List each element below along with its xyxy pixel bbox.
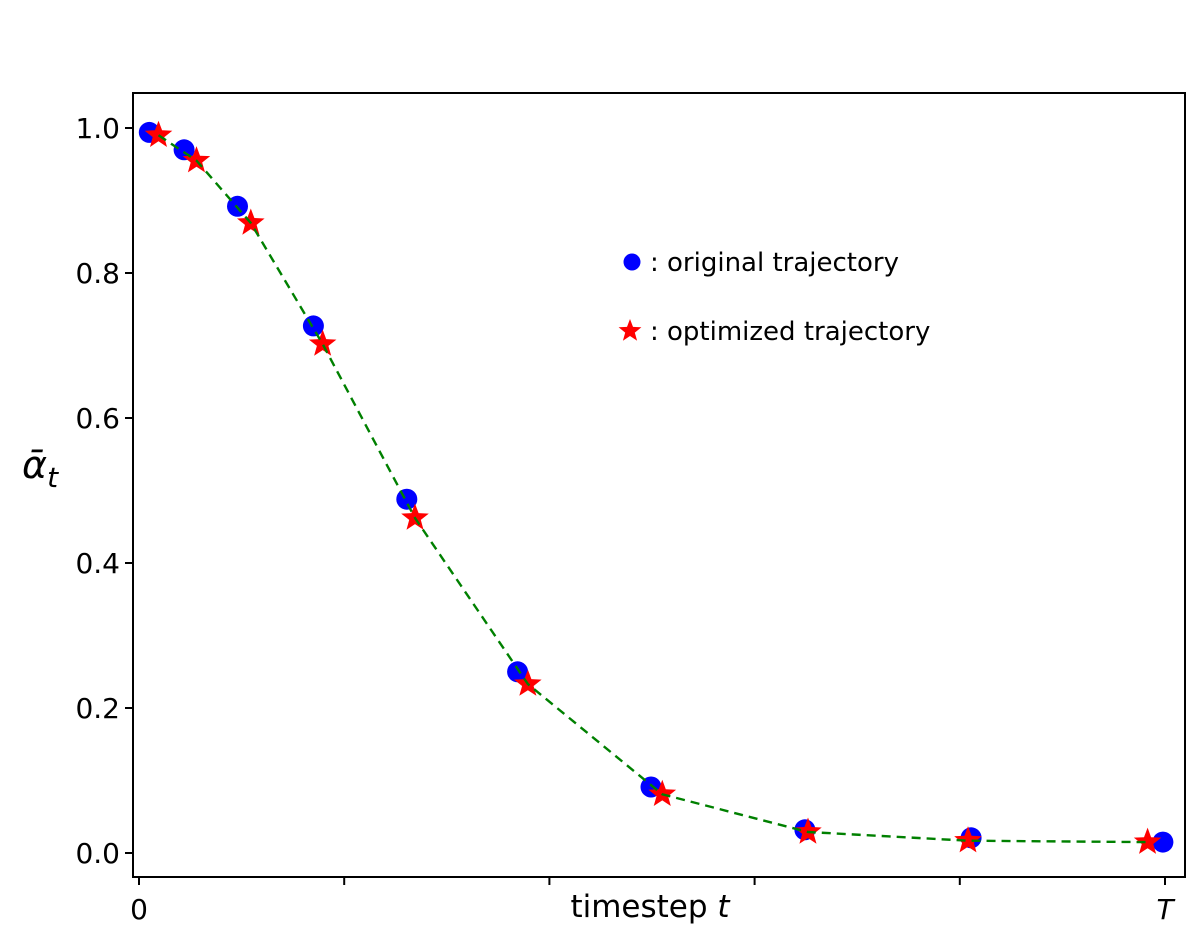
data-point-original xyxy=(302,315,324,337)
data-point-original xyxy=(507,661,529,683)
y-tick-label: 0.8 xyxy=(75,257,120,290)
data-point-optimized xyxy=(648,779,677,806)
y-tick-label: 1.0 xyxy=(75,112,120,145)
data-point-optimized xyxy=(401,503,429,530)
data-point-optimized xyxy=(144,120,173,147)
y-axis-label-symbol: ᾱ xyxy=(22,443,47,487)
x-axis-label: timestep t xyxy=(570,889,731,925)
y-axis-label: ᾱt xyxy=(22,443,59,494)
legend-marker-circle xyxy=(623,253,641,271)
data-point-optimized xyxy=(954,826,982,853)
data-point-optimized xyxy=(308,329,337,356)
plot-spines xyxy=(132,92,1186,878)
y-tick-label: 0.2 xyxy=(75,692,120,725)
data-point-optimized xyxy=(182,146,211,173)
trajectory-line xyxy=(157,134,1148,844)
x-axis-label-variable: t xyxy=(717,889,731,925)
y-axis-label-subscript: t xyxy=(47,461,59,494)
chart-generated-layer: 1.0 0.8 0.6 0.4 0.2 0.0 0 T xyxy=(75,92,1186,926)
data-point-original xyxy=(1152,831,1174,853)
legend-marker-star xyxy=(618,319,642,341)
y-tick-label: 0.4 xyxy=(75,547,120,580)
legend-label-original: : original trajectory xyxy=(650,248,899,278)
data-point-optimized xyxy=(1133,827,1162,854)
x-tick-label: 0 xyxy=(130,893,148,926)
x-tick-label: T xyxy=(1156,893,1175,926)
legend-label-optimized: : optimized trajectory xyxy=(650,317,930,347)
y-tick-label: 0.0 xyxy=(75,837,120,870)
x-axis-label-text: timestep xyxy=(570,889,717,925)
data-point-optimized xyxy=(794,817,822,844)
y-tick-label: 0.6 xyxy=(75,402,120,435)
